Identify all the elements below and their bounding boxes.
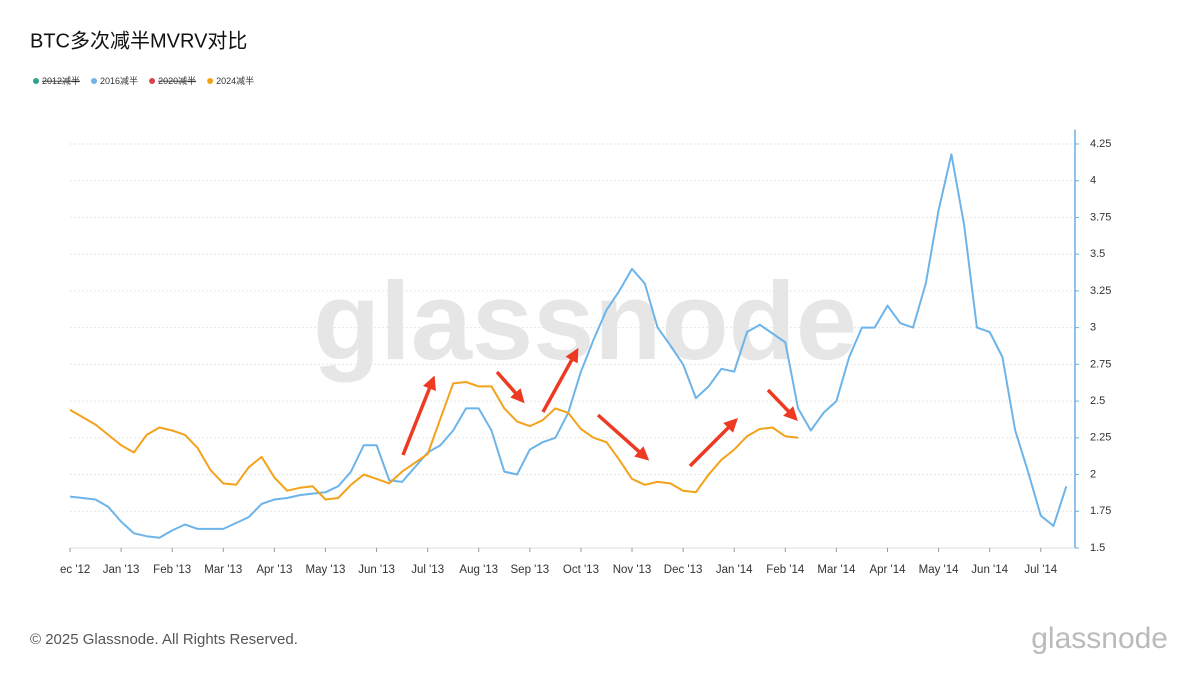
legend-label: 2024减半: [216, 75, 254, 86]
y-tick-label: 1.5: [1090, 542, 1105, 554]
x-tick-label: Feb '14: [766, 564, 805, 576]
x-tick-label: Jan '14: [716, 564, 753, 576]
legend-swatch: [33, 78, 39, 84]
x-tick-label: Jan '13: [103, 564, 140, 576]
legend-swatch: [91, 78, 98, 84]
x-tick-label: Sep '13: [511, 564, 550, 576]
y-tick-label: 2.75: [1090, 358, 1111, 370]
arrow: [401, 375, 436, 456]
x-tick-label: Mar '14: [817, 564, 856, 576]
x-tick-label: Jul '13: [411, 564, 444, 576]
x-tick-label: Jul '14: [1024, 564, 1057, 576]
chart-title: BTC多次减半MVRV对比: [30, 29, 247, 52]
arrow: [688, 418, 738, 468]
y-tick-label: 2.5: [1090, 395, 1105, 407]
arrow: [766, 388, 798, 422]
y-tick-label: 1.75: [1090, 505, 1111, 517]
arrow: [541, 347, 579, 413]
footer: © 2025 Glassnode. All Rights Reserved.: [30, 631, 298, 648]
legend-label: 2016减半: [100, 75, 138, 86]
annotation-arrows: [401, 347, 798, 468]
legend: 2012减半 2016减半 2020减半 2024减半: [33, 75, 254, 86]
y-tick-label: 4.25: [1090, 138, 1111, 150]
legend-label: 2012减半: [42, 75, 80, 86]
x-tick-label: Feb '13: [153, 564, 191, 576]
legend-swatch: [207, 78, 214, 84]
legend-label: 2020减半: [158, 75, 196, 86]
x-tick-label: Jun '14: [971, 564, 1008, 576]
x-tick-label: Apr '14: [869, 564, 906, 576]
x-tick-label: Mar '13: [204, 564, 242, 576]
y-tick-label: 2: [1090, 468, 1096, 480]
x-tick-label: Dec '13: [664, 564, 703, 576]
x-tick-label: Apr '13: [256, 564, 292, 576]
x-tick-label: May '13: [306, 564, 346, 576]
y-tick-label: 3.25: [1090, 285, 1111, 297]
series-line: [69, 381, 799, 501]
x-tick-label: May '14: [919, 564, 960, 576]
logo: glassnode: [1031, 622, 1168, 655]
arrow: [495, 370, 525, 404]
x-tick-label: Jun '13: [358, 564, 395, 576]
y-tick-label: 3.5: [1090, 248, 1105, 260]
x-tick-label: Nov '13: [613, 564, 652, 576]
y-tick-label: 3: [1090, 322, 1096, 334]
y-tick-label: 4: [1090, 175, 1096, 187]
x-tick-label: Oct '13: [563, 564, 599, 576]
y-tick-label: 2.25: [1090, 432, 1111, 444]
legend-swatch: [149, 78, 156, 84]
arrow: [596, 413, 650, 461]
y-tick-label: 3.75: [1090, 211, 1111, 223]
x-tick-label: Aug '13: [459, 564, 498, 576]
x-tick-label: ec '12: [60, 564, 90, 576]
plot-area: 1.5 1.75 2 2.25 2.5 2.75 3 3.25 3.5 3.75 4 4.25 ec '…: [60, 129, 1111, 576]
